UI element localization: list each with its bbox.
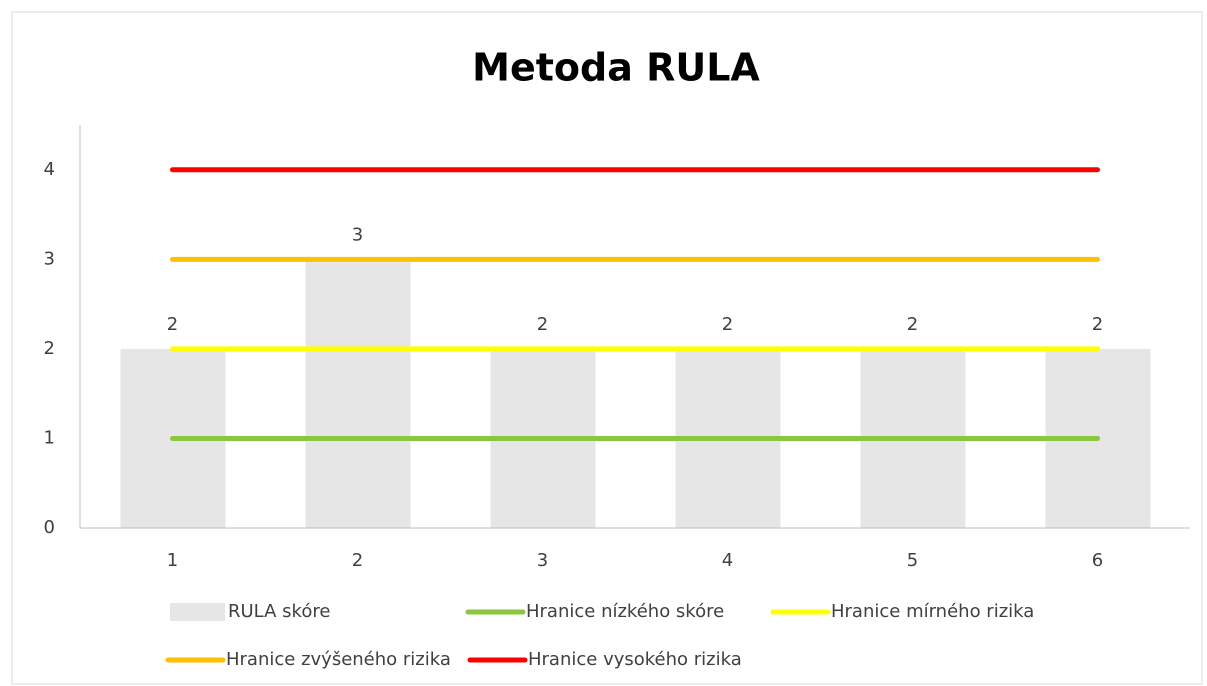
data-label: 3 bbox=[352, 224, 363, 245]
data-label: 2 bbox=[722, 314, 733, 335]
y-tick-label: 3 bbox=[44, 248, 55, 269]
x-tick-label: 3 bbox=[537, 550, 548, 571]
x-tick-label: 2 bbox=[352, 550, 363, 571]
data-label: 2 bbox=[1092, 314, 1103, 335]
legend-label: Hranice vysokého rizika bbox=[528, 649, 742, 670]
x-tick-label: 5 bbox=[907, 550, 918, 571]
x-tick-label: 4 bbox=[722, 550, 733, 571]
y-tick-label: 2 bbox=[44, 338, 55, 359]
y-tick-label: 4 bbox=[44, 159, 55, 180]
bar bbox=[305, 259, 411, 528]
legend-swatch bbox=[170, 603, 225, 621]
legend-label: RULA skóre bbox=[228, 601, 330, 622]
legend-label: Hranice zvýšeného rizika bbox=[226, 649, 451, 670]
y-tick-label: 1 bbox=[44, 427, 55, 448]
x-tick-label: 1 bbox=[167, 550, 178, 571]
legend-label: Hranice nízkého skóre bbox=[526, 601, 724, 622]
y-tick-label: 0 bbox=[44, 517, 55, 538]
data-label: 2 bbox=[537, 314, 548, 335]
legend-label: Hranice mírného rizika bbox=[831, 601, 1034, 622]
x-tick-label: 6 bbox=[1092, 550, 1103, 571]
data-label: 2 bbox=[907, 314, 918, 335]
data-label: 2 bbox=[167, 314, 178, 335]
chart-title: Metoda RULA bbox=[472, 46, 760, 90]
